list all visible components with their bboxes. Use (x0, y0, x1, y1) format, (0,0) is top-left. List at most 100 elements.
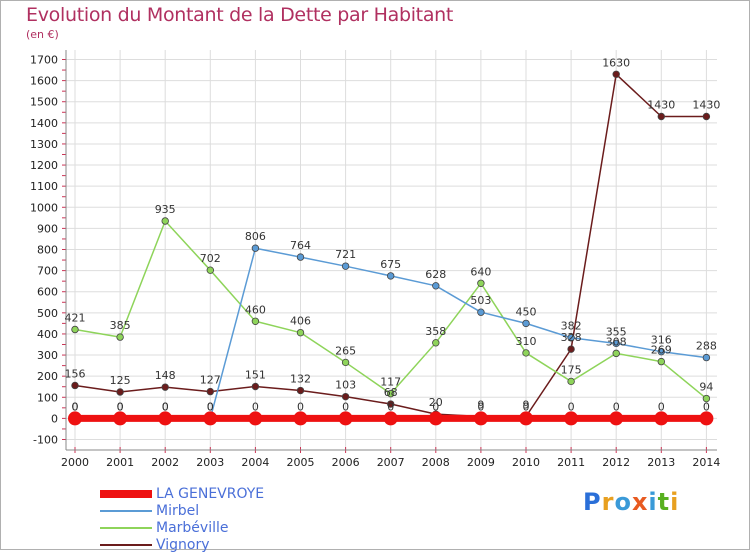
series (68, 70, 714, 426)
legend-label: Marbéville (156, 519, 229, 536)
legend-swatch (100, 543, 152, 546)
data-label: 0 (72, 400, 79, 413)
x-tick-label: 2013 (647, 456, 675, 469)
series-point (68, 411, 82, 426)
data-label: 0 (613, 400, 620, 413)
data-label: 269 (651, 344, 672, 357)
data-label: 68 (384, 386, 398, 399)
series-point (341, 392, 350, 401)
x-tick-label: 2002 (151, 456, 179, 469)
y-tick-label: 400 (37, 328, 58, 341)
data-label: 156 (65, 367, 86, 380)
data-label: 0 (252, 400, 259, 413)
x-tick-label: 2006 (332, 456, 360, 469)
y-tick-label: 700 (37, 265, 58, 278)
series-point (296, 386, 305, 395)
data-label: 94 (699, 381, 713, 394)
y-tick-label: 0 (51, 412, 58, 425)
data-label: 1430 (647, 99, 675, 112)
series-point (702, 353, 711, 362)
series-point (251, 382, 260, 391)
data-label: 0 (297, 400, 304, 413)
data-label: 328 (561, 331, 582, 344)
data-label: 640 (470, 265, 491, 278)
data-label: 310 (516, 335, 537, 348)
legend-swatch (100, 526, 152, 529)
series-point (293, 411, 308, 426)
y-tick-label: 800 (37, 244, 58, 257)
y-tick-label: 100 (37, 391, 58, 404)
y-tick-label: 1300 (30, 138, 58, 151)
data-label: 0 (207, 400, 214, 413)
series-point (522, 319, 530, 328)
series-point (203, 411, 218, 426)
series-point (699, 411, 714, 426)
series-point (338, 411, 353, 426)
series-point (161, 217, 169, 225)
data-label: 288 (696, 340, 717, 353)
chart-subtitle: (en €) (26, 28, 59, 41)
data-labels: 0 0 0 0 0 0 0 0 0 0 0 0 0 0 00 0 0 0806764721675628503450… (65, 56, 721, 413)
data-label: 460 (245, 303, 266, 316)
data-label: 316 (651, 334, 672, 347)
data-label: 127 (200, 374, 221, 387)
series-point (116, 333, 124, 341)
data-label: 0 (568, 400, 575, 413)
series-point (522, 349, 530, 357)
series-point (296, 253, 305, 261)
series-point (383, 411, 398, 426)
series-point (248, 411, 263, 426)
data-label: 0 (703, 400, 710, 413)
axes: -100010020030040050060070080090010001100… (30, 50, 720, 469)
series-point (657, 112, 665, 121)
series-point (387, 389, 395, 398)
data-label: 0 (117, 400, 124, 413)
data-label: 265 (335, 344, 356, 357)
x-tick-label: 2004 (241, 456, 269, 469)
series-point (564, 411, 579, 426)
x-tick-label: 2000 (61, 456, 89, 469)
series-point (113, 411, 128, 426)
y-tick-label: -100 (33, 434, 58, 447)
y-tick-label: 600 (37, 286, 58, 299)
series-point (341, 358, 350, 367)
data-label: 628 (425, 268, 446, 281)
data-label: 806 (245, 230, 266, 243)
legend-item: Marbéville (100, 519, 264, 536)
series-point (612, 349, 620, 358)
data-label: 675 (380, 258, 401, 271)
data-label: 0 (523, 400, 530, 413)
x-tick-label: 2014 (692, 456, 720, 469)
data-label: 103 (335, 379, 356, 392)
series-point (206, 266, 214, 274)
data-label: 450 (516, 305, 537, 318)
series-point (296, 328, 305, 337)
y-tick-label: 500 (37, 307, 58, 320)
data-label: 175 (561, 363, 582, 376)
series-point (341, 262, 350, 270)
data-label: 148 (155, 369, 176, 382)
series-point (567, 334, 575, 342)
legend-label: Vignory (156, 536, 210, 553)
y-tick-label: 900 (37, 222, 58, 235)
y-tick-label: 200 (37, 370, 58, 383)
series-point (71, 381, 79, 390)
data-label: 151 (245, 369, 266, 382)
x-tick-label: 2007 (377, 456, 405, 469)
data-label: 503 (470, 294, 491, 307)
legend-swatch (100, 509, 152, 512)
series-point (251, 244, 260, 252)
x-tick-label: 2001 (106, 456, 134, 469)
data-label: 0 (117, 400, 124, 413)
y-tick-label: 1400 (30, 117, 58, 130)
series-point (387, 400, 395, 408)
series-point (432, 282, 440, 290)
x-tick-label: 2008 (422, 456, 450, 469)
data-label: 721 (335, 248, 356, 261)
series-point (657, 357, 665, 366)
legend-item: Mirbel (100, 502, 264, 519)
legend-item: LA GENEVROYE (100, 485, 264, 502)
data-label: 764 (290, 239, 311, 252)
data-label: 382 (561, 320, 582, 333)
